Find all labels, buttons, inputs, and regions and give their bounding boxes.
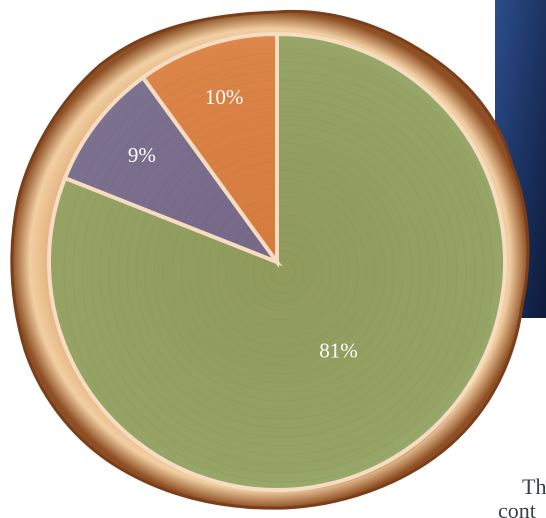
data-label: 9% <box>128 143 156 167</box>
pie-slice <box>140 31 279 269</box>
cropped-text: Th <box>522 474 546 499</box>
cropped-text: cont <box>498 498 536 518</box>
pie-slice <box>62 74 283 267</box>
pie-slice <box>47 31 507 492</box>
data-label: 81% <box>319 338 358 362</box>
data-label: 10% <box>205 85 244 109</box>
